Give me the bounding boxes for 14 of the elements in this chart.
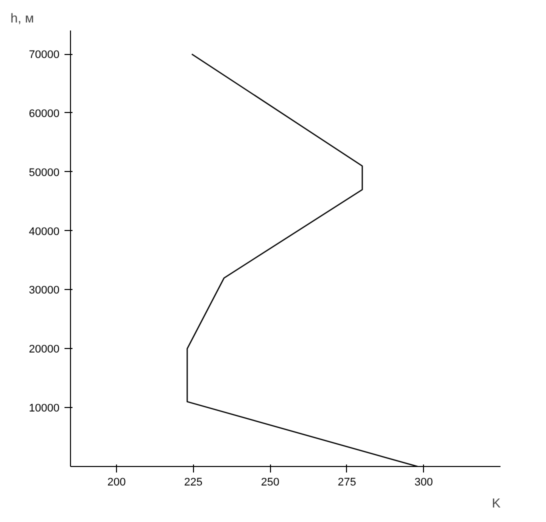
y-tick-label: 20000 <box>28 344 60 356</box>
x-axis-title: K <box>492 496 501 510</box>
y-tick-label: 30000 <box>28 284 60 297</box>
y-tick-label: 10000 <box>28 402 60 415</box>
y-tick-label: 70000 <box>28 49 60 62</box>
x-tick-label: 200 <box>107 476 126 488</box>
x-tick-label: 300 <box>414 476 433 488</box>
y-tick-label: 40000 <box>28 226 60 238</box>
x-tick-label: 250 <box>260 476 280 488</box>
x-tick-label: 225 <box>184 476 203 488</box>
x-tick-label: 275 <box>338 476 356 488</box>
y-tick-label: 60000 <box>28 108 60 120</box>
y-tick-label: 50000 <box>28 166 60 179</box>
y-axis-title: h, м <box>10 10 34 26</box>
